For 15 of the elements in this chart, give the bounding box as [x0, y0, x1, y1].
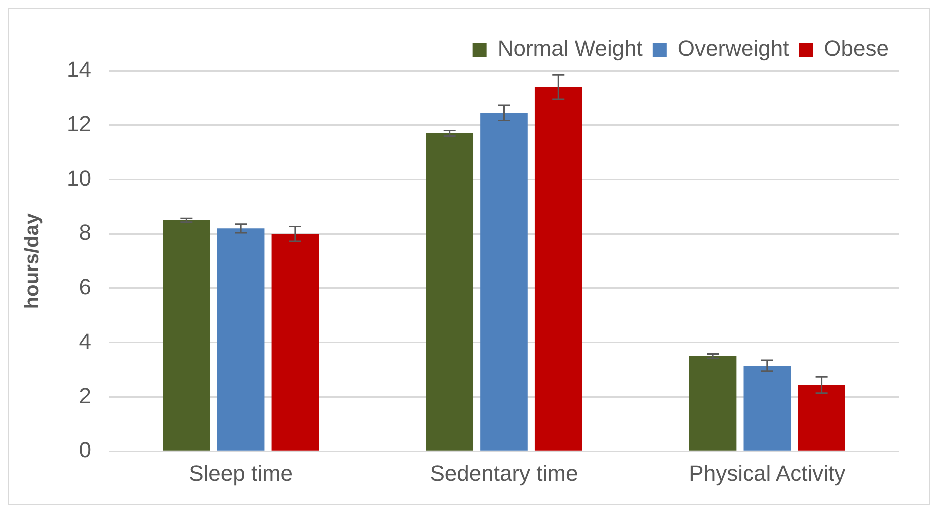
y-tick-label: 12	[66, 111, 92, 136]
legend-label: Obese	[824, 36, 890, 62]
legend-label: Overweight	[678, 36, 790, 62]
y-tick-label: 10	[66, 166, 92, 191]
x-tick-label: Sleep time	[189, 460, 294, 486]
y-tick-label: 4	[79, 328, 92, 354]
y-axis-title: hours/day	[22, 212, 44, 310]
y-tick-label: 2	[79, 383, 92, 408]
x-tick-label: Sedentary time	[430, 460, 578, 486]
y-tick-label: 8	[79, 220, 92, 246]
y-tick-label: 0	[79, 438, 92, 463]
legend-label: Normal Weight	[498, 36, 643, 62]
x-tick-label: Physical Activity	[689, 460, 846, 486]
y-tick-label: 6	[79, 274, 92, 300]
y-tick-label: 14	[66, 57, 92, 82]
